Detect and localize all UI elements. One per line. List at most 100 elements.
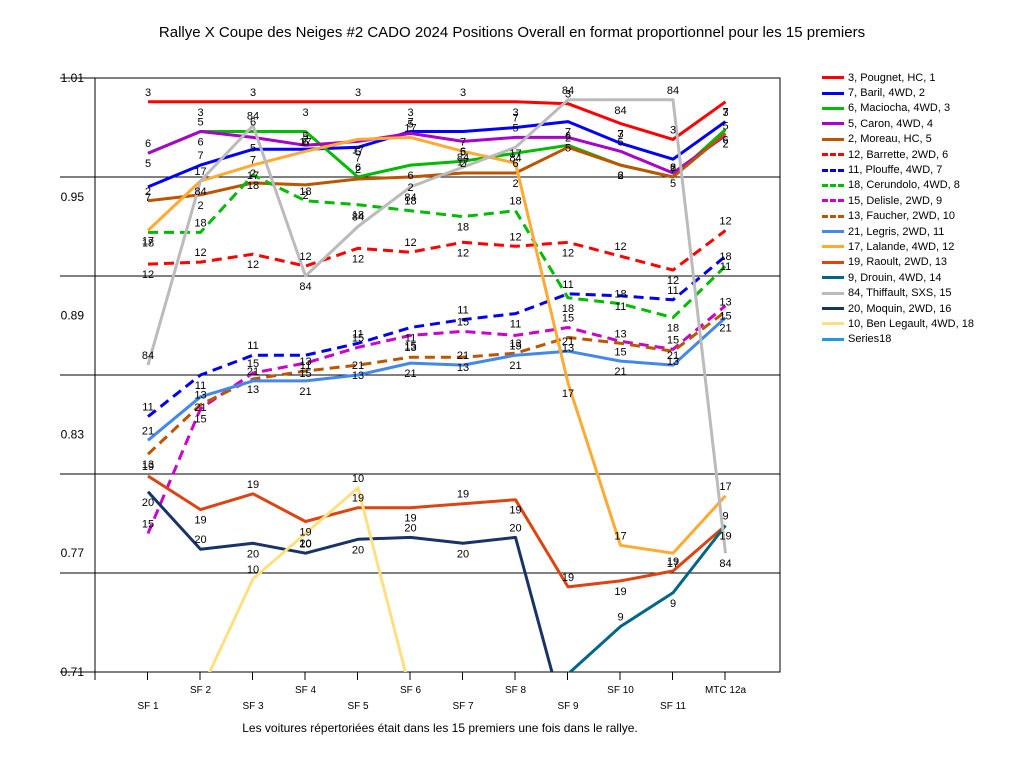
data-label: 15 [457, 316, 469, 328]
x-tick-label: SF 3 [242, 701, 264, 712]
legend-item: 2, Moreau, HC, 5 [822, 132, 1022, 147]
data-label: 6 [512, 158, 518, 170]
data-label: 18 [509, 196, 521, 208]
data-label: 20 [509, 522, 521, 534]
legend-swatch [822, 153, 844, 157]
data-label: 3 [145, 87, 151, 99]
legend-label: 3, Pougnet, HC, 1 [848, 71, 936, 84]
data-label: 15 [352, 332, 364, 344]
data-label: 19 [614, 586, 626, 598]
data-label: 13 [404, 342, 416, 354]
data-label: 10 [352, 473, 364, 485]
data-label: 2 [250, 168, 256, 180]
data-label: 7 [722, 107, 728, 119]
data-label: 21 [352, 360, 364, 372]
data-label: 15 [299, 368, 311, 380]
data-label: 18 [667, 323, 679, 335]
x-tick-label: SF 4 [295, 685, 317, 696]
data-label: 5 [512, 122, 518, 134]
data-label: 19 [194, 515, 206, 527]
legend-swatch [822, 337, 844, 341]
chart-footnote: Les voitures répertoriées était dans les… [242, 721, 638, 735]
data-label: 2 [145, 186, 151, 198]
data-label: 2 [407, 182, 413, 194]
data-label: 11 [405, 332, 416, 344]
chart-legend: 3, Pougnet, HC, 1 7, Baril, 4WD, 2 6, Maci… [822, 70, 1022, 347]
x-tick-label: SF 1 [137, 701, 159, 712]
data-label: 19 [457, 489, 469, 501]
legend-swatch [822, 291, 844, 295]
data-label: 6 [250, 116, 256, 128]
data-label: 18 [247, 180, 259, 192]
data-label: 6 [617, 170, 623, 182]
x-tick-label: SF 6 [400, 685, 422, 696]
legend-swatch [822, 276, 844, 280]
data-label: 21 [142, 425, 154, 437]
legend-item: 15, Delisle, 2WD, 9 [822, 193, 1022, 208]
legend-swatch [822, 168, 844, 172]
data-label: 11 [195, 380, 206, 392]
data-label: 7 [355, 152, 361, 164]
data-label: 13 [667, 356, 679, 368]
data-label: 7 [302, 134, 308, 146]
data-label: 20 [457, 548, 469, 560]
legend-swatch [822, 245, 844, 249]
data-label: 20 [247, 548, 259, 560]
data-label: 19 [667, 556, 679, 568]
data-label: 18 [142, 237, 154, 249]
data-label: 13 [194, 390, 206, 402]
x-tick-label: SF 2 [190, 685, 212, 696]
data-label: 84 [509, 152, 521, 164]
data-label: 19 [719, 530, 731, 542]
data-label: 17 [667, 558, 679, 570]
legend-swatch [822, 260, 844, 264]
data-label: 7 [670, 164, 676, 176]
data-label: 11 [457, 305, 468, 317]
data-label: 84 [352, 212, 364, 224]
legend-item: 19, Raoult, 2WD, 13 [822, 255, 1022, 270]
legend-swatch [822, 76, 844, 80]
data-label: 15 [509, 340, 521, 352]
data-label: 84 [562, 85, 574, 97]
series-line-5 [147, 229, 727, 272]
data-label: 11 [510, 319, 521, 331]
data-label: 18 [404, 196, 416, 208]
x-tick-label: MTC 12a [705, 685, 747, 696]
data-label: 17 [614, 530, 626, 542]
data-label: 12 [194, 247, 206, 259]
legend-label: 13, Faucher, 2WD, 10 [848, 210, 955, 223]
data-label: 11 [142, 402, 153, 414]
data-label: 15 [247, 358, 259, 370]
legend-item: 18, Cerundolo, 4WD, 8 [822, 178, 1022, 193]
legend-swatch [822, 199, 844, 203]
y-tick-label: 0.89 [61, 309, 85, 323]
series-line-14 [146, 98, 727, 554]
legend-swatch [822, 214, 844, 218]
data-label: 15 [667, 334, 679, 346]
data-label: 10 [299, 538, 311, 550]
data-label: 10 [247, 564, 259, 576]
data-label: 21 [614, 366, 626, 378]
data-label: 17 [299, 136, 311, 148]
legend-swatch [822, 307, 844, 311]
legend-label: Series18 [848, 333, 892, 346]
y-tick-label: 0.83 [61, 427, 85, 441]
data-label: 17 [247, 170, 259, 182]
data-label: 5 [250, 142, 256, 154]
data-label: 15 [614, 346, 626, 358]
legend-label: 10, Ben Legault, 4WD, 18 [848, 317, 974, 330]
data-label: 3 [250, 87, 256, 99]
x-tick-label: SF 11 [660, 701, 686, 712]
data-label: 13 [719, 297, 731, 309]
legend-item: 5, Caron, 4WD, 4 [822, 116, 1022, 131]
series-line-7 [148, 173, 727, 320]
data-label: 11 [720, 261, 731, 273]
legend-label: 19, Raoult, 2WD, 13 [848, 256, 948, 269]
data-label: 19 [247, 479, 259, 491]
data-label: 6 [355, 162, 361, 174]
data-label: 15 [562, 312, 574, 324]
data-label: 84 [457, 152, 469, 164]
data-label: 3 [565, 89, 571, 101]
data-label: 6 [407, 170, 413, 182]
data-label: 19 [509, 505, 521, 517]
